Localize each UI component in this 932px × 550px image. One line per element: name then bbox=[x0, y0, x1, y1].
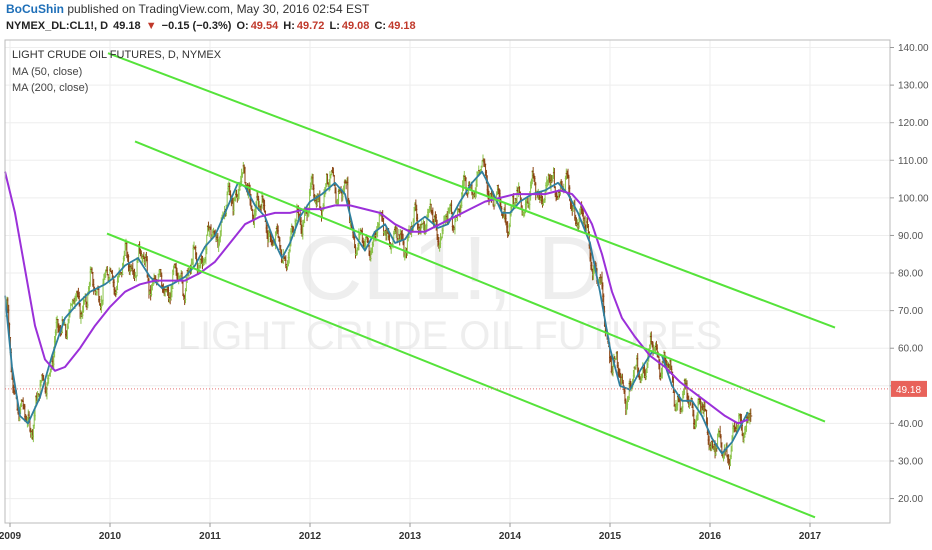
high-value: 49.72 bbox=[296, 20, 325, 32]
channel-line-middle bbox=[134, 140, 826, 423]
x-tick-label: 2011 bbox=[199, 531, 221, 542]
channel-lines[interactable] bbox=[106, 52, 836, 519]
y-tick-label: 90.00 bbox=[898, 231, 923, 242]
plot-border bbox=[4, 39, 891, 524]
last-price-label: 49.18 bbox=[896, 385, 921, 396]
author-link[interactable]: BoCuShin bbox=[6, 2, 64, 16]
publish-info: BoCuShin published on TradingView.com, M… bbox=[6, 2, 369, 16]
close-value: 49.18 bbox=[388, 20, 416, 32]
watermark: CL1!, D LIGHT CRUDE OIL FUTURES bbox=[178, 219, 723, 358]
ma50-line bbox=[4, 170, 749, 455]
close-label: C: bbox=[374, 20, 387, 32]
low-value: 49.08 bbox=[341, 20, 370, 32]
change-value: −0.15 (−0.3%) bbox=[161, 20, 232, 32]
x-tick-label: 2009 bbox=[0, 531, 22, 542]
y-tick-label: 40.00 bbox=[898, 419, 923, 430]
y-tick-label: 60.00 bbox=[898, 344, 923, 355]
plot-frame bbox=[4, 39, 891, 524]
down-arrow-icon: ▼ bbox=[145, 20, 157, 32]
x-tick-label: 2012 bbox=[299, 531, 322, 542]
x-tick-label: 2010 bbox=[99, 531, 122, 542]
y-tick-label: 110.00 bbox=[898, 156, 928, 167]
ohlc-bar bbox=[749, 408, 753, 422]
last-price: 49.18 bbox=[113, 20, 141, 32]
y-tick-label: 80.00 bbox=[898, 269, 923, 280]
axes: 20.0030.0040.0050.0060.0070.0080.0090.00… bbox=[0, 43, 929, 542]
x-tick-label: 2015 bbox=[599, 531, 622, 542]
symbol-label[interactable]: NYMEX_DL:CL1!, D bbox=[6, 20, 109, 32]
channel-line-lower bbox=[106, 232, 816, 519]
watermark-name: LIGHT CRUDE OIL FUTURES bbox=[178, 314, 723, 358]
legend: LIGHT CRUDE OIL FUTURES, D, NYMEX MA (50… bbox=[12, 49, 222, 94]
y-tick-label: 130.00 bbox=[898, 81, 929, 92]
moving-averages bbox=[4, 170, 749, 455]
legend-ma200[interactable]: MA (200, close) bbox=[12, 82, 88, 94]
channel-line-upper bbox=[107, 52, 836, 329]
y-tick-label: 120.00 bbox=[898, 118, 929, 129]
y-tick-label: 100.00 bbox=[898, 193, 929, 204]
published-text: published on TradingView.com, May 30, 20… bbox=[67, 2, 370, 16]
x-tick-label: 2013 bbox=[399, 531, 422, 542]
last-price-badge bbox=[891, 380, 927, 397]
open-value: 49.54 bbox=[250, 20, 279, 32]
x-tick-label: 2014 bbox=[499, 531, 522, 542]
x-tick-label: 2016 bbox=[699, 531, 722, 542]
last-price-marker: 49.18 bbox=[5, 380, 927, 397]
ma200-line bbox=[4, 171, 749, 425]
y-tick-label: 30.00 bbox=[898, 456, 923, 467]
chart-title: LIGHT CRUDE OIL FUTURES, D, NYMEX bbox=[12, 49, 222, 61]
grid bbox=[5, 40, 890, 523]
low-label: L: bbox=[329, 20, 340, 32]
y-tick-label: 70.00 bbox=[898, 306, 923, 317]
legend-ma50[interactable]: MA (50, close) bbox=[12, 66, 82, 78]
price-chart[interactable]: CL1!, D LIGHT CRUDE OIL FUTURES 20.00 30.… bbox=[0, 38, 932, 550]
open-label: O: bbox=[236, 20, 249, 32]
y-tick-label: 20.00 bbox=[898, 494, 923, 505]
y-tick-label: 140.00 bbox=[898, 43, 929, 54]
chart-container[interactable]: CL1!, D LIGHT CRUDE OIL FUTURES 20.00 30.… bbox=[0, 38, 932, 550]
x-tick-label: 2017 bbox=[799, 531, 822, 542]
quote-line: NYMEX_DL:CL1!, D 49.18 ▼ −0.15 (−0.3%) O… bbox=[6, 20, 418, 32]
high-label: H: bbox=[283, 20, 295, 32]
ohlc-bar bbox=[134, 275, 138, 282]
